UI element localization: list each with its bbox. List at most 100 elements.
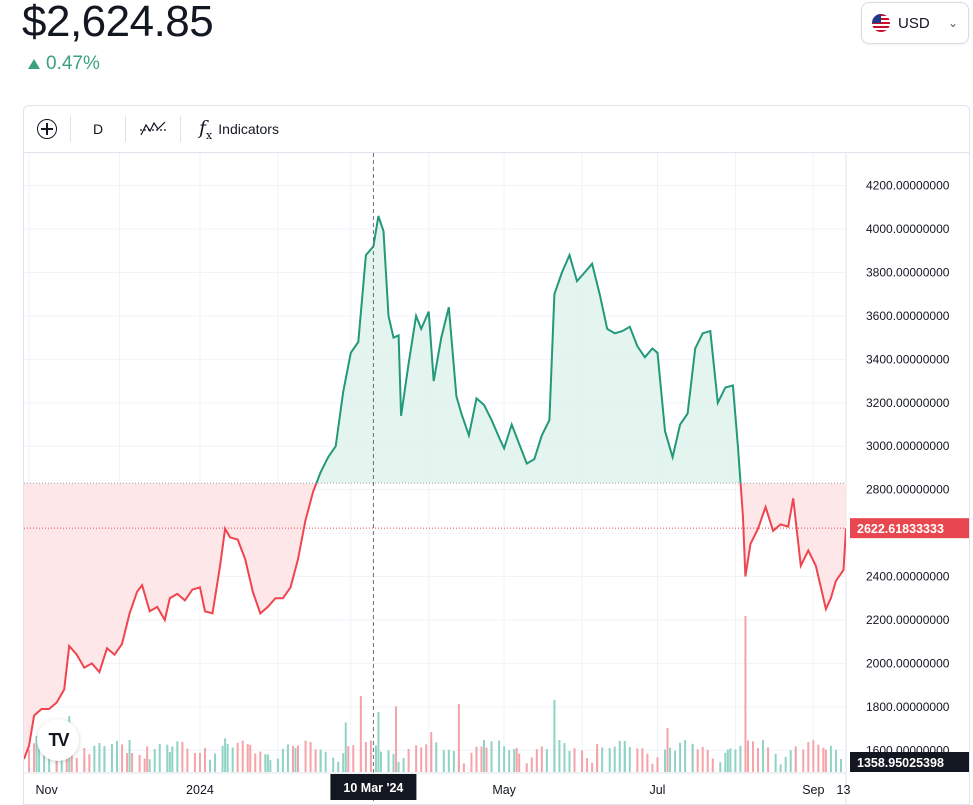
volume-bar bbox=[485, 747, 488, 772]
volume-bar bbox=[490, 741, 493, 772]
candles-style-icon bbox=[140, 121, 166, 136]
price-chart[interactable]: 1600.000000001800.000000002000.000000002… bbox=[24, 106, 970, 805]
volume-bar bbox=[332, 757, 335, 772]
currency-label: USD bbox=[898, 14, 930, 32]
volume-bar bbox=[93, 745, 96, 772]
volume-bar bbox=[515, 748, 518, 772]
volume-bar bbox=[425, 744, 428, 772]
volume-bar bbox=[387, 750, 390, 772]
volume-bar bbox=[392, 753, 395, 772]
volume-bar bbox=[203, 748, 206, 772]
volume-bar bbox=[664, 749, 667, 772]
volume-bar bbox=[711, 758, 714, 772]
volume-bar bbox=[269, 760, 272, 772]
chart-style-button[interactable] bbox=[126, 106, 180, 152]
volume-bar bbox=[352, 745, 355, 772]
volume-bar bbox=[98, 743, 101, 772]
volume-bar bbox=[158, 743, 161, 772]
x-tick-label: 2024 bbox=[186, 783, 214, 797]
volume-bar bbox=[241, 740, 244, 772]
volume-bar bbox=[726, 749, 729, 772]
tradingview-logo[interactable]: TV bbox=[37, 719, 79, 761]
interval-button[interactable]: D bbox=[92, 121, 104, 137]
volume-bar bbox=[656, 757, 659, 772]
volume-bar bbox=[435, 742, 438, 772]
volume-bar bbox=[297, 745, 299, 772]
chevron-down-icon: ⌄ bbox=[947, 16, 958, 30]
y-tick-label: 3000.00000000 bbox=[866, 439, 950, 453]
volume-bar bbox=[65, 754, 68, 772]
volume-bar bbox=[309, 742, 312, 772]
volume-bar bbox=[344, 722, 347, 772]
volume-bar bbox=[739, 745, 742, 772]
volume-bar bbox=[374, 745, 377, 772]
us-flag-icon bbox=[872, 14, 890, 32]
volume-bar bbox=[110, 743, 113, 772]
volume-bar bbox=[498, 740, 501, 772]
volume-bar bbox=[475, 746, 478, 772]
volume-bar bbox=[33, 743, 36, 772]
volume-bar bbox=[148, 759, 151, 772]
volume-bar bbox=[35, 736, 38, 772]
area-fill-up bbox=[24, 216, 846, 484]
volume-bar bbox=[596, 744, 599, 772]
last-price-label: 2622.61833333 bbox=[857, 522, 944, 536]
y-tick-label: 2000.00000000 bbox=[866, 656, 950, 670]
crosshair-date-label: 10 Mar '24 bbox=[343, 781, 403, 795]
add-symbol-button[interactable] bbox=[24, 106, 70, 152]
volume-bar bbox=[480, 746, 483, 772]
volume-bar bbox=[397, 761, 400, 772]
volume-bar bbox=[651, 763, 654, 772]
volume-bar bbox=[249, 744, 252, 772]
volume-bar bbox=[535, 749, 538, 772]
x-tick-label: Nov bbox=[36, 783, 59, 797]
volume-bar bbox=[812, 740, 815, 772]
volume-bar bbox=[613, 746, 616, 772]
volume-bar bbox=[294, 748, 297, 772]
volume-bar bbox=[221, 745, 224, 772]
indicators-button[interactable]: fx Indicators bbox=[181, 106, 293, 152]
volume-bar bbox=[744, 616, 747, 772]
x-tick-label: May bbox=[492, 783, 516, 797]
volume-bar bbox=[817, 744, 820, 772]
volume-bar bbox=[545, 748, 548, 772]
volume-bar bbox=[231, 747, 234, 772]
volume-bar bbox=[829, 745, 832, 772]
indicators-label: Indicators bbox=[218, 121, 279, 137]
volume-bar bbox=[319, 749, 322, 772]
fx-icon: fx bbox=[199, 116, 213, 142]
volume-bar bbox=[573, 748, 576, 772]
toolbar-divider bbox=[70, 116, 71, 142]
volume-bar bbox=[176, 741, 179, 772]
volume-bar bbox=[618, 740, 621, 772]
volume-bar bbox=[88, 754, 91, 772]
volume-bar bbox=[186, 748, 189, 772]
y-tick-label: 3200.00000000 bbox=[866, 396, 950, 410]
volume-bar bbox=[669, 747, 672, 772]
y-tick-label: 4200.00000000 bbox=[866, 179, 950, 193]
y-tick-label: 1800.00000000 bbox=[866, 700, 950, 714]
volume-bar bbox=[214, 753, 217, 772]
x-tick-label: Jul bbox=[649, 783, 665, 797]
volume-bar bbox=[696, 749, 699, 772]
volume-bar bbox=[402, 758, 405, 772]
volume-bar bbox=[259, 751, 262, 772]
chart-toolbar: D fx Indicators bbox=[24, 106, 969, 153]
volume-bar bbox=[746, 740, 749, 772]
volume-bar bbox=[83, 748, 86, 772]
volume-bar bbox=[166, 744, 169, 772]
volume-bar bbox=[342, 753, 345, 772]
volume-bar bbox=[337, 761, 340, 772]
volume-bar bbox=[824, 749, 827, 772]
currency-selector[interactable]: USD ⌄ bbox=[861, 2, 969, 44]
volume-bar bbox=[623, 748, 626, 772]
volume-bar bbox=[807, 742, 810, 772]
crosshair-date-tag bbox=[330, 774, 417, 800]
volume-bar bbox=[369, 740, 372, 772]
last-volume-tag bbox=[850, 752, 969, 772]
y-tick-label: 3400.00000000 bbox=[866, 352, 950, 366]
volume-bar bbox=[751, 741, 754, 772]
volume-bar bbox=[246, 744, 249, 772]
volume-bar bbox=[757, 748, 760, 772]
volume-bar bbox=[224, 738, 227, 772]
